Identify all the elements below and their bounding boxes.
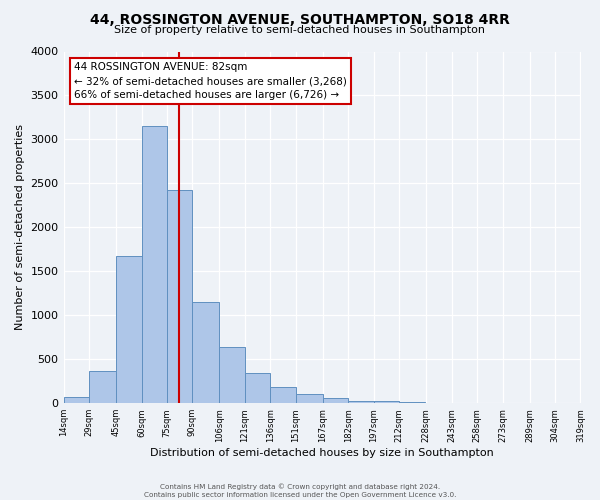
Y-axis label: Number of semi-detached properties: Number of semi-detached properties [15,124,25,330]
Bar [64,397,89,403]
Text: Size of property relative to semi-detached houses in Southampton: Size of property relative to semi-detach… [115,25,485,35]
X-axis label: Distribution of semi-detached houses by size in Southampton: Distribution of semi-detached houses by … [150,448,494,458]
Text: 44, ROSSINGTON AVENUE, SOUTHAMPTON, SO18 4RR: 44, ROSSINGTON AVENUE, SOUTHAMPTON, SO18… [90,12,510,26]
Bar [245,374,271,403]
Bar [323,398,348,403]
Bar [271,387,296,403]
Text: 44 ROSSINGTON AVENUE: 82sqm
← 32% of semi-detached houses are smaller (3,268)
66: 44 ROSSINGTON AVENUE: 82sqm ← 32% of sem… [74,62,347,100]
Text: Contains HM Land Registry data © Crown copyright and database right 2024.
Contai: Contains HM Land Registry data © Crown c… [144,484,456,498]
Bar [296,394,323,403]
Bar [193,302,220,403]
Bar [399,402,425,403]
Bar [220,348,245,403]
Bar [348,400,374,403]
Bar [116,256,142,403]
Bar [167,190,193,403]
Bar [142,126,167,403]
Bar [89,370,116,403]
Bar [374,402,399,403]
